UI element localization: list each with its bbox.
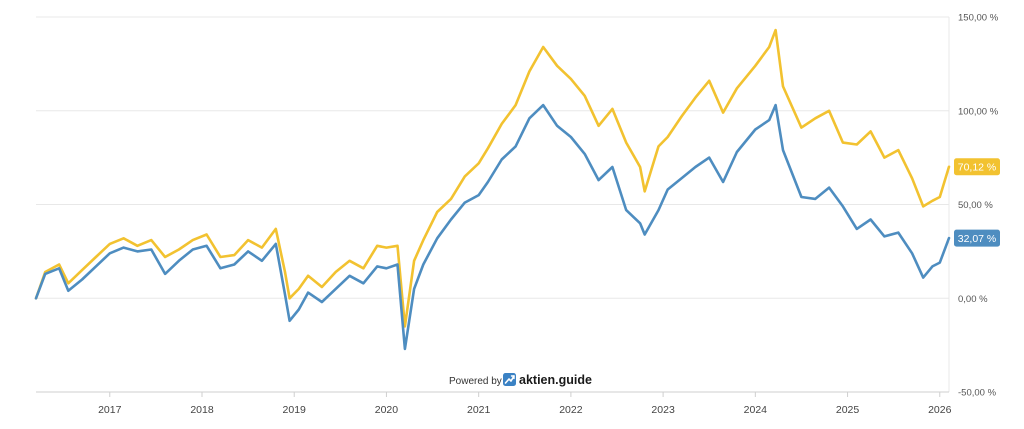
brand-name: aktien.guide xyxy=(519,373,592,387)
x-tick-label: 2020 xyxy=(375,404,399,416)
y-tick-label: 100,00 % xyxy=(958,106,999,117)
end-value-badges: 70,12 % 32,07 % xyxy=(954,158,1000,247)
x-tick-label: 2025 xyxy=(836,404,860,416)
badge-background xyxy=(954,229,1000,247)
x-tick-label: 2026 xyxy=(928,404,952,416)
x-tick-label: 2021 xyxy=(467,404,491,416)
powered-by-label: Powered by xyxy=(449,376,502,387)
x-tick-label: 2023 xyxy=(651,404,675,416)
series-lines xyxy=(34,28,951,351)
x-tick-label: 2024 xyxy=(744,404,768,416)
y-tick-label: 50,00 % xyxy=(958,200,993,211)
badge-background xyxy=(954,158,1000,176)
badge-value: 70,12 % xyxy=(958,162,997,174)
powered-by-branding[interactable]: Powered by aktien.guide xyxy=(449,373,592,387)
y-tick-label: 0,00 % xyxy=(958,294,988,305)
trend-up-icon xyxy=(503,373,516,386)
x-axis-ticks: 2017 2018 2019 2020 2021 2022 2023 2024 2025 2026 xyxy=(98,392,952,416)
x-tick-label: 2022 xyxy=(559,404,583,416)
end-value-badge-0: 70,12 % xyxy=(954,158,1000,176)
series-line-1 xyxy=(34,103,951,351)
badge-value: 32,07 % xyxy=(958,233,997,245)
x-tick-label: 2018 xyxy=(190,404,214,416)
x-tick-label: 2019 xyxy=(283,404,307,416)
y-tick-label: -50,00 % xyxy=(958,388,997,399)
y-axis-ticks: 150,00 % 100,00 % 50,00 % 0,00 % -50,00 % xyxy=(958,13,999,399)
y-tick-label: 150,00 % xyxy=(958,13,999,24)
grid-lines xyxy=(36,16,950,393)
end-value-badge-1: 32,07 % xyxy=(954,229,1000,247)
x-tick-label: 2017 xyxy=(98,404,122,416)
series-line-0 xyxy=(34,28,951,328)
